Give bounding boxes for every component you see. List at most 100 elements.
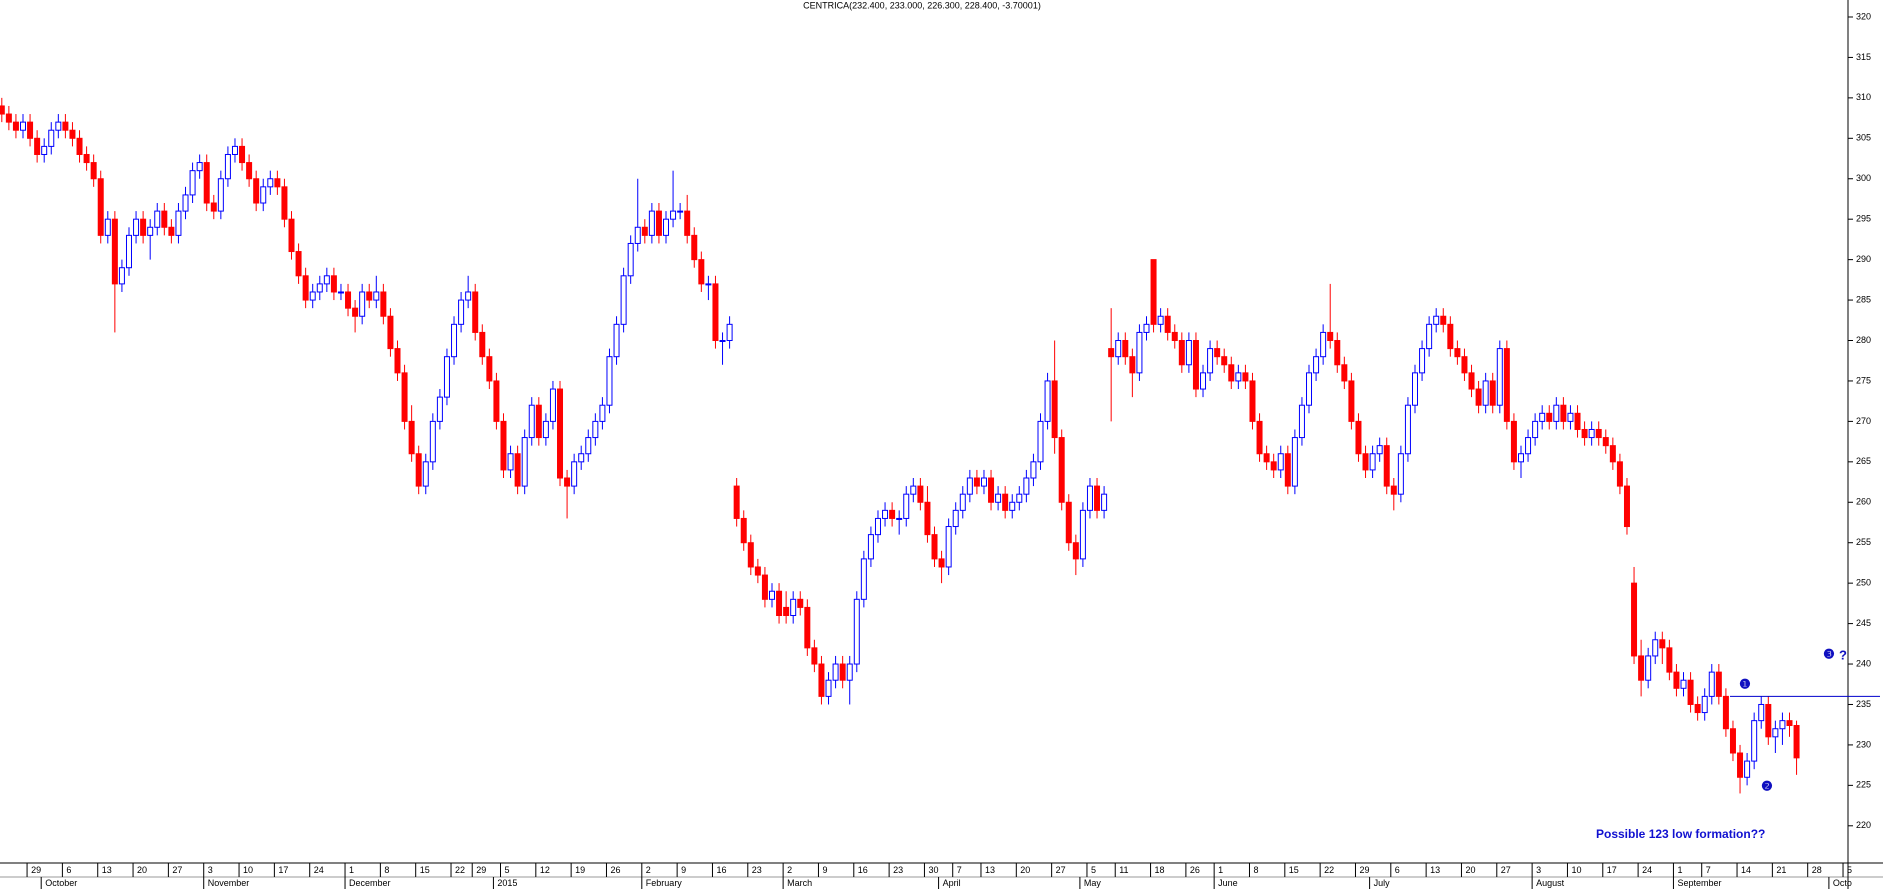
month-label: 2015 [497, 878, 517, 888]
candle-body [1150, 259, 1157, 325]
x-tick-label: 27 [1056, 865, 1066, 875]
candle-body [1086, 485, 1093, 511]
candle-body [663, 218, 670, 236]
candle-body [564, 477, 571, 487]
candle-body [698, 259, 705, 285]
annotation: ❸ [1823, 646, 1835, 661]
x-tick-label: 9 [822, 865, 827, 875]
candle-body [1581, 428, 1588, 439]
x-tick-label: 3 [1536, 865, 1541, 875]
candle-body [1037, 420, 1044, 463]
candle-body [210, 202, 217, 212]
candle-body [528, 404, 535, 439]
x-tick-label: 7 [957, 865, 962, 875]
annotation: ❶ [1739, 676, 1751, 691]
x-tick-label: 15 [420, 865, 430, 875]
candle-body [1475, 388, 1482, 406]
candle-body [966, 477, 973, 495]
candle-body [1553, 404, 1560, 422]
candle-body [48, 129, 55, 147]
candle-body [366, 291, 373, 301]
candle-body [1242, 372, 1249, 382]
x-tick-label: 26 [1190, 865, 1200, 875]
candle-body [811, 647, 818, 665]
candle-body [154, 210, 161, 228]
candle-body [111, 218, 118, 285]
y-tick-label: 310 [1856, 92, 1871, 102]
candle-body [1263, 453, 1270, 463]
y-tick-label: 320 [1856, 11, 1871, 21]
candle-body [1595, 428, 1602, 439]
month-label: November [208, 878, 250, 888]
candle-body [1510, 420, 1517, 463]
candle-body [1412, 372, 1418, 406]
candle-body [380, 291, 387, 317]
month-label: Octo [1833, 878, 1852, 888]
x-tick-label: 20 [1465, 865, 1475, 875]
candle-body [882, 509, 889, 519]
x-tick-label: 24 [314, 865, 324, 875]
candle-body [1673, 671, 1680, 689]
candle-body [1136, 331, 1143, 374]
candle-body [1327, 331, 1334, 342]
candle-body [500, 420, 507, 471]
x-tick-label: 18 [1155, 865, 1165, 875]
candle-body [613, 323, 620, 358]
candle-body [839, 663, 846, 681]
x-tick-label: 8 [384, 865, 389, 875]
candle-body [231, 145, 238, 155]
x-tick-label: 29 [476, 865, 486, 875]
candle-body [980, 477, 987, 487]
candle-body [549, 388, 556, 422]
candle-body [443, 356, 450, 398]
candle-body [1694, 703, 1701, 714]
candle-body [1588, 428, 1595, 439]
candle-body [1786, 720, 1793, 727]
candle-body [118, 267, 125, 285]
x-tick-label: 22 [1324, 865, 1334, 875]
candle-body [874, 517, 881, 536]
x-tick-label: 21 [1776, 865, 1786, 875]
candle-body [337, 291, 344, 294]
x-tick-label: 5 [1847, 865, 1852, 875]
candle-body [140, 218, 147, 236]
candle-body [83, 153, 90, 164]
candle-body [719, 340, 726, 343]
candle-body [790, 598, 797, 617]
candle-body [973, 477, 980, 487]
candle-body [1369, 453, 1376, 471]
candle-body [1341, 364, 1348, 382]
candle-body [1567, 412, 1574, 422]
y-tick-label: 300 [1856, 173, 1871, 183]
candle-body [804, 606, 811, 649]
candle-body [281, 186, 288, 220]
candle-body [1496, 348, 1503, 406]
candle-body [768, 590, 775, 600]
candle-body [27, 121, 34, 139]
candle-body [1207, 348, 1214, 374]
candle-body [1291, 437, 1298, 487]
candle-body [1666, 647, 1673, 673]
y-tick-label: 270 [1856, 416, 1871, 426]
candle-body [1171, 331, 1178, 342]
candle-body [627, 242, 634, 277]
candle-body [267, 178, 274, 188]
candle-body [5, 113, 12, 123]
candle-body [1192, 340, 1199, 390]
candle-body [1616, 461, 1623, 487]
candle-body [12, 121, 19, 131]
y-tick-label: 280 [1856, 335, 1871, 345]
candle-body [415, 453, 422, 487]
y-tick-label: 235 [1856, 699, 1871, 709]
candle-body [401, 372, 408, 422]
candle-body [1383, 445, 1390, 487]
candle-body [189, 170, 196, 196]
candle-body [1737, 752, 1744, 778]
candle-body [910, 485, 917, 495]
candle-body [1433, 315, 1440, 325]
candle-body [1397, 453, 1404, 495]
x-tick-label: 26 [610, 865, 620, 875]
x-tick-label: 1 [1218, 865, 1223, 875]
candle-body [288, 218, 295, 253]
candle-body [1157, 315, 1164, 325]
